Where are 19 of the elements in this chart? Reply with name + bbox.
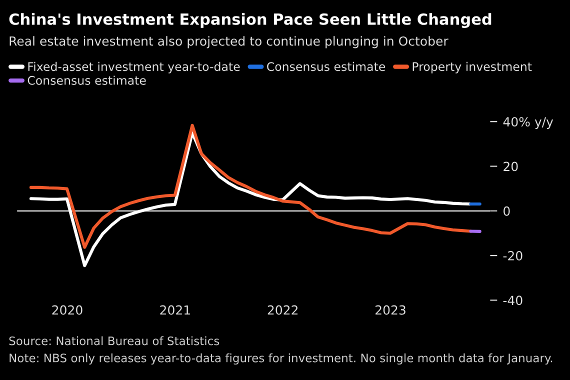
legend-label: Fixed-asset investment year-to-date: [28, 62, 240, 74]
y-tick-label: 20: [504, 162, 518, 172]
x-tick-label: 2022: [268, 305, 298, 315]
legend-label: Consensus estimate: [267, 62, 386, 72]
y-tick-label: 40% y/y: [503, 117, 554, 129]
y-tick-label: -40: [503, 296, 522, 306]
y-tick-label: -20: [503, 251, 522, 260]
x-tick-label: 2021: [160, 305, 190, 315]
chart-title: China's Investment Expansion Pace Seen Little Changed: [9, 13, 492, 28]
chart-subtitle: Real estate investment also projected to continue plunging in October: [10, 36, 448, 48]
y-tick-label: 0: [504, 206, 510, 216]
text: Note: NBS only releases year-to-data figures for investment. No single month data for January.: [10, 353, 552, 365]
source-note: Source: National Bureau of Statistics: [9, 336, 220, 346]
legend-label: Property investment: [412, 62, 532, 74]
legend-label: Consensus estimate: [28, 76, 146, 85]
x-tick-label: 2023: [376, 305, 406, 315]
line-series: [29, 131, 472, 268]
x-tick-label: 2020: [52, 305, 82, 315]
line-series: [29, 124, 472, 249]
